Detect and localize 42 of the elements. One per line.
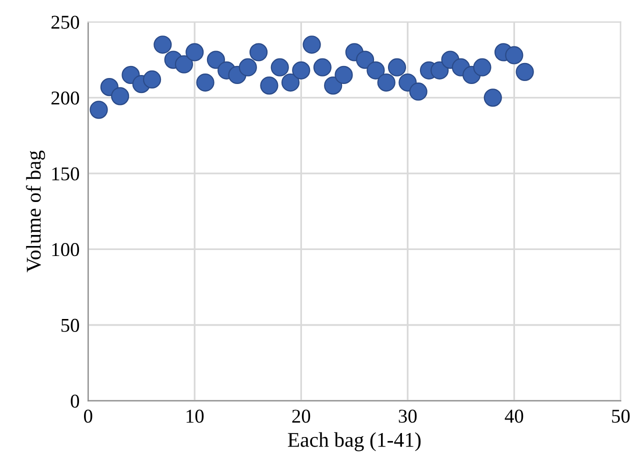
- point: [302, 36, 321, 54]
- point: [484, 88, 502, 107]
- point: [505, 46, 524, 64]
- point: [260, 76, 278, 95]
- y-tick-label: 100: [52, 243, 80, 256]
- y-tick-label: 0: [70, 394, 80, 408]
- point: [366, 61, 385, 80]
- x-tick-label: 50: [612, 410, 630, 423]
- x-tick-label: 40: [504, 410, 524, 423]
- point: [516, 62, 534, 81]
- point: [270, 58, 289, 76]
- point: [154, 36, 172, 54]
- point: [196, 73, 214, 92]
- point: [430, 61, 449, 80]
- point: [281, 73, 300, 92]
- x-tick-label: 30: [398, 410, 417, 423]
- point: [111, 87, 130, 106]
- x-tick-label: 10: [186, 410, 204, 423]
- point: [249, 43, 268, 62]
- y-tick-label: 150: [52, 167, 80, 180]
- point: [377, 73, 396, 92]
- y-tick-label: 250: [51, 16, 80, 29]
- point: [356, 50, 374, 69]
- y-axis-title: Volume of bag: [26, 150, 46, 272]
- point: [334, 66, 353, 84]
- point: [174, 55, 194, 74]
- point: [313, 58, 332, 76]
- x-axis-title: Each bag (1-41): [288, 432, 421, 452]
- y-tick-label: 200: [51, 91, 80, 105]
- point: [142, 70, 162, 89]
- x-tick-label: 20: [292, 410, 310, 423]
- point: [206, 50, 225, 69]
- point: [90, 100, 108, 119]
- point: [238, 58, 257, 76]
- point: [473, 58, 492, 76]
- point: [324, 76, 342, 95]
- x-tick-label: 0: [84, 410, 92, 423]
- point: [186, 43, 204, 62]
- point: [292, 61, 310, 80]
- point: [409, 82, 428, 101]
- point: [388, 58, 406, 76]
- y-tick-label: 50: [61, 318, 80, 332]
